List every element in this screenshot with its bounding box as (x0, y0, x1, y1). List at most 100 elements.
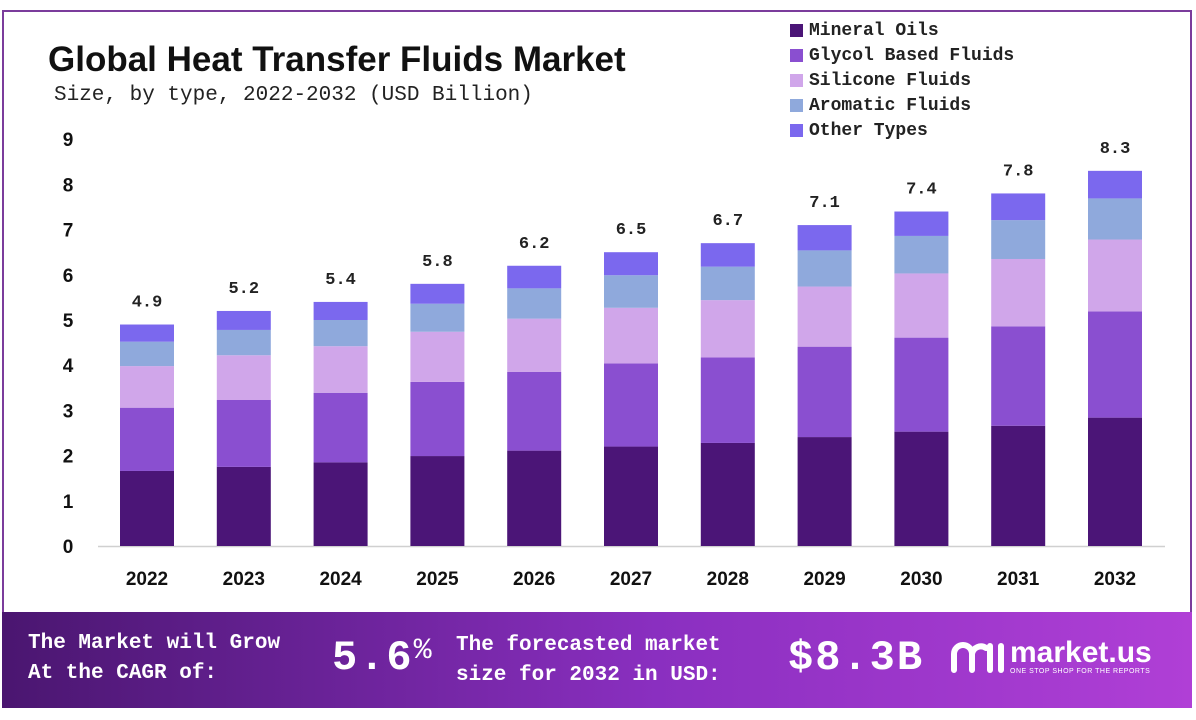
bar-segment (604, 307, 658, 364)
y-tick-label: 3 (63, 401, 74, 422)
legend-item-mineral-oils: Mineral Oils (790, 18, 1014, 43)
bar-segment (991, 326, 1046, 426)
legend-swatch (790, 74, 803, 87)
bar-segment (604, 252, 658, 276)
bar-segment (894, 211, 949, 236)
cagr-value-block: 5.6% (332, 634, 434, 682)
cagr-caption-line2: At the CAGR of: (28, 662, 218, 685)
bar-segment (991, 425, 1046, 546)
cagr-caption-line1: The Market will Grow (28, 632, 281, 655)
bar-total-label: 4.9 (132, 294, 163, 313)
bar-segment (1088, 170, 1142, 199)
y-tick-label: 8 (63, 175, 74, 196)
y-tick-label: 6 (63, 266, 74, 287)
bar-total-label: 6.7 (712, 212, 743, 231)
stacked-bar-chart: 0 1 2 3 4 5 6 7 8 9 4.9 2022 5.2 2023 5.4 2024 5.8 2025 6.… (63, 130, 1165, 590)
legend-swatch (790, 124, 803, 137)
forecast-caption: The forecasted market size for 2032 in U… (456, 631, 721, 691)
legend-label: Other Types (809, 120, 928, 141)
y-tick-label: 2 (63, 447, 74, 468)
bar-segment (410, 381, 465, 457)
bar-segment (700, 243, 755, 267)
chart-subtitle: Size, by type, 2022-2032 (USD Billion) (54, 84, 533, 107)
x-tick-label: 2030 (900, 569, 942, 590)
bar-segment (991, 193, 1046, 221)
x-tick-label: 2027 (610, 569, 652, 590)
legend-label: Mineral Oils (809, 20, 939, 41)
bar-segment (216, 466, 271, 546)
bar-segment (507, 450, 562, 546)
legend-swatch (790, 49, 803, 62)
chart-title: Global Heat Transfer Fluids Market (48, 40, 626, 79)
bar-segment (507, 265, 562, 289)
y-tick-label: 4 (63, 356, 74, 377)
x-tick-label: 2023 (223, 569, 265, 590)
legend-label: Silicone Fluids (809, 70, 972, 91)
bar-segment (120, 324, 174, 342)
bar-segment (313, 392, 368, 463)
bar-total-label: 8.3 (1100, 140, 1131, 159)
bar-segment (120, 366, 174, 408)
bar-total-label: 5.2 (228, 280, 259, 299)
bar-segment (700, 300, 755, 358)
bar-segment (120, 470, 174, 546)
bar-segment (313, 301, 368, 320)
bar-segment (216, 329, 271, 356)
bar-segment (991, 258, 1046, 327)
bar-segment (700, 442, 755, 546)
bar-segment (797, 286, 852, 347)
legend-item-other-types: Other Types (790, 118, 1014, 143)
bar-total-label: 6.5 (616, 221, 647, 240)
brand-tagline: ONE STOP SHOP FOR THE REPORTS (1010, 668, 1151, 675)
y-tick-label: 0 (63, 537, 74, 558)
bar-segment (507, 371, 562, 451)
bar-segment (1088, 417, 1142, 546)
bar-segment (410, 303, 465, 332)
bar-segment (797, 437, 852, 546)
bar-segment (410, 331, 465, 382)
bar-total-label: 6.2 (519, 235, 550, 254)
bar-segment (991, 220, 1046, 259)
cagr-caption: The Market will Grow At the CAGR of: (28, 629, 280, 689)
forecast-caption-line1: The forecasted market (456, 634, 721, 657)
bar-segment (313, 462, 368, 546)
market-us-logo-icon (951, 642, 1004, 673)
bar-segment (797, 250, 852, 287)
bar-segment (1088, 198, 1142, 240)
y-tick-label: 1 (63, 492, 74, 513)
bar-segment (1088, 311, 1142, 418)
bar-segment (700, 357, 755, 443)
x-tick-label: 2028 (707, 569, 749, 590)
bar-segment (216, 310, 271, 330)
bar-segment (700, 266, 755, 301)
legend-swatch (790, 24, 803, 37)
brand-name: market.us (1010, 636, 1152, 669)
legend-item-glycol-based-fluids: Glycol Based Fluids (790, 43, 1014, 68)
bar-segment (604, 446, 658, 546)
bar-total-label: 5.4 (325, 271, 356, 290)
bar-segment (410, 456, 465, 546)
bar-segment (1088, 239, 1142, 312)
y-tick-label: 7 (63, 221, 74, 242)
x-tick-label: 2032 (1094, 569, 1136, 590)
legend-item-silicone-fluids: Silicone Fluids (790, 68, 1014, 93)
bar-segment (216, 355, 271, 401)
footer-banner: The Market will Grow At the CAGR of: 5.6… (2, 612, 1192, 708)
bar-segment (797, 225, 852, 251)
x-tick-label: 2025 (416, 569, 459, 590)
bar-segment (216, 400, 271, 467)
x-tick-label: 2022 (126, 569, 168, 590)
x-tick-label: 2024 (319, 569, 362, 590)
legend-label: Aromatic Fluids (809, 95, 972, 116)
legend-swatch (790, 99, 803, 112)
cagr-value: 5.6 (332, 634, 414, 682)
bar-total-label: 7.8 (1003, 162, 1034, 181)
x-tick-label: 2031 (997, 569, 1040, 590)
legend: Mineral Oils Glycol Based Fluids Silicon… (790, 18, 1014, 143)
y-tick-label: 9 (63, 130, 74, 151)
bar-segment (120, 341, 174, 367)
bar-segment (410, 283, 465, 304)
bar-segment (313, 320, 368, 347)
cagr-unit: % (413, 634, 434, 668)
brand-logo: market.us ONE STOP SHOP FOR THE REPORTS (950, 638, 1152, 676)
